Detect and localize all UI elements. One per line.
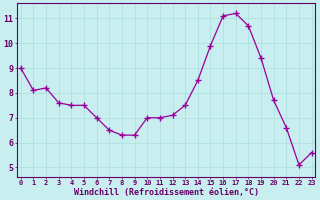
X-axis label: Windchill (Refroidissement éolien,°C): Windchill (Refroidissement éolien,°C): [74, 188, 259, 197]
